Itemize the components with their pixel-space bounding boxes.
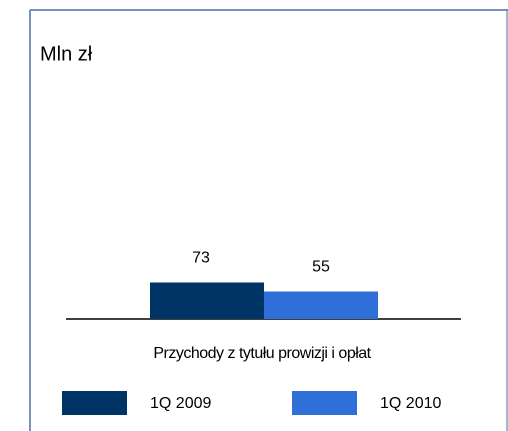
data-label: 73 — [192, 250, 210, 267]
bar — [264, 291, 378, 319]
legend-label: 1Q 2009 — [150, 395, 211, 412]
data-label: 55 — [312, 259, 330, 276]
legend-swatch — [62, 391, 127, 415]
bar — [150, 282, 264, 319]
legend-label: 1Q 2010 — [380, 395, 441, 412]
x-tick-label: Przychody z tytułu prowizji i opłat — [153, 345, 371, 362]
chart-title: Mln zł — [40, 43, 93, 65]
legend-swatch — [292, 391, 357, 415]
